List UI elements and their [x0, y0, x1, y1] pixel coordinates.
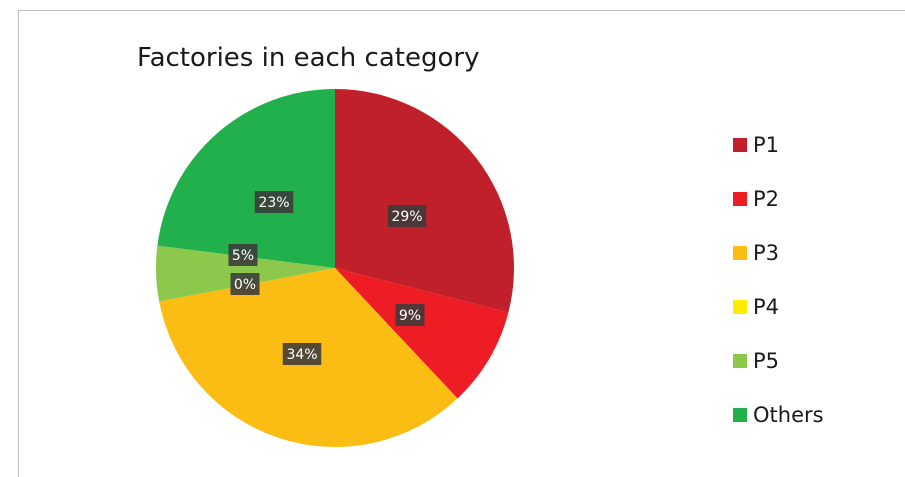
data-label-text: 34% — [286, 347, 317, 363]
legend-label: P1 — [753, 133, 779, 157]
data-label-text: 5% — [232, 248, 254, 264]
data-label-box — [282, 343, 322, 365]
data-label-box — [228, 244, 258, 266]
pie-slice-p2 — [335, 268, 509, 399]
data-label-text: 23% — [258, 195, 289, 211]
legend-item-p3: P3 — [733, 241, 779, 265]
legend-item-p5: P5 — [733, 349, 779, 373]
legend-item-p1: P1 — [733, 133, 779, 157]
legend-item-p4: P4 — [733, 295, 779, 319]
data-label-box — [395, 304, 425, 326]
legend-swatch — [733, 246, 747, 260]
chart-frame — [18, 10, 905, 477]
legend-label: P5 — [753, 349, 779, 373]
data-label-box — [254, 191, 294, 213]
legend-swatch — [733, 192, 747, 206]
data-label-p5: 5% — [228, 244, 258, 266]
data-label-box — [387, 205, 427, 227]
pie-slice-p1 — [335, 89, 514, 313]
data-label-text: 0% — [234, 277, 256, 293]
data-label-others: 23% — [254, 191, 294, 213]
legend-swatch — [733, 300, 747, 314]
pie-slice-others — [157, 89, 335, 268]
legend-label: P2 — [753, 187, 779, 211]
data-label-p2: 9% — [395, 304, 425, 326]
chart-title: Factories in each category — [137, 43, 479, 73]
pie-data-labels: 29% 9% 34% 0% 5% 23% — [228, 191, 427, 365]
legend-label: P3 — [753, 241, 779, 265]
legend-label: P4 — [753, 295, 779, 319]
legend-label: Others — [753, 403, 824, 427]
legend-swatch — [733, 354, 747, 368]
legend-swatch — [733, 408, 747, 422]
pie-slices — [155, 89, 514, 447]
data-label-text: 9% — [399, 308, 421, 324]
legend-item-others: Others — [733, 403, 824, 427]
legend: P1 P2 P3 P4 P5 Others — [733, 133, 824, 427]
legend-item-p2: P2 — [733, 187, 779, 211]
data-label-p3: 34% — [282, 343, 322, 365]
data-label-box — [230, 273, 260, 295]
data-label-p4: 0% — [230, 273, 260, 295]
data-label-p1: 29% — [387, 205, 427, 227]
legend-swatch — [733, 138, 747, 152]
data-label-text: 29% — [391, 209, 422, 225]
